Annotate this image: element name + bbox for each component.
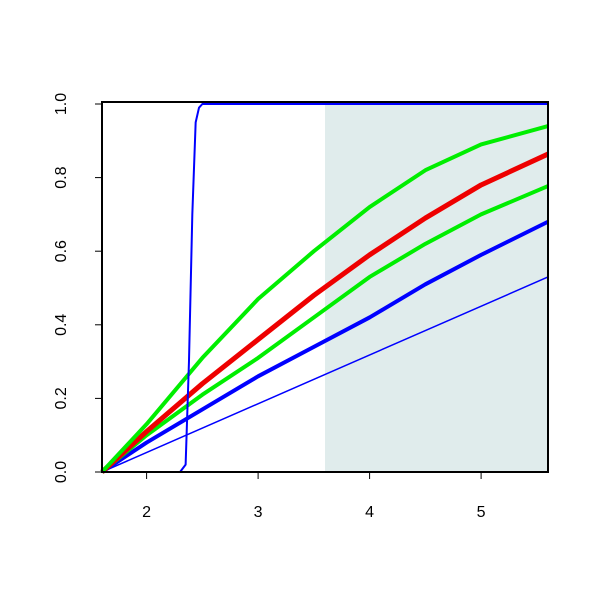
- x-tick-label: 3: [254, 504, 263, 521]
- y-tick-label: 0.2: [53, 387, 70, 409]
- line: [100, 219, 549, 474]
- line: [102, 103, 548, 473]
- x-tick-label: 2: [142, 504, 151, 521]
- y-tick-label: 0.4: [53, 314, 70, 336]
- x-tick-label: 4: [365, 504, 374, 521]
- y-tick-label: 1.0: [53, 93, 70, 115]
- plot-box: [101, 101, 549, 473]
- y-tick-label: 0.0: [53, 461, 70, 483]
- y-tick-label: 0.6: [53, 240, 70, 262]
- line: [101, 276, 549, 473]
- x-tick-label: 5: [477, 504, 486, 521]
- line: [100, 124, 549, 474]
- line: [100, 184, 549, 474]
- y-tick-label: 0.8: [53, 166, 70, 188]
- line: [100, 151, 550, 474]
